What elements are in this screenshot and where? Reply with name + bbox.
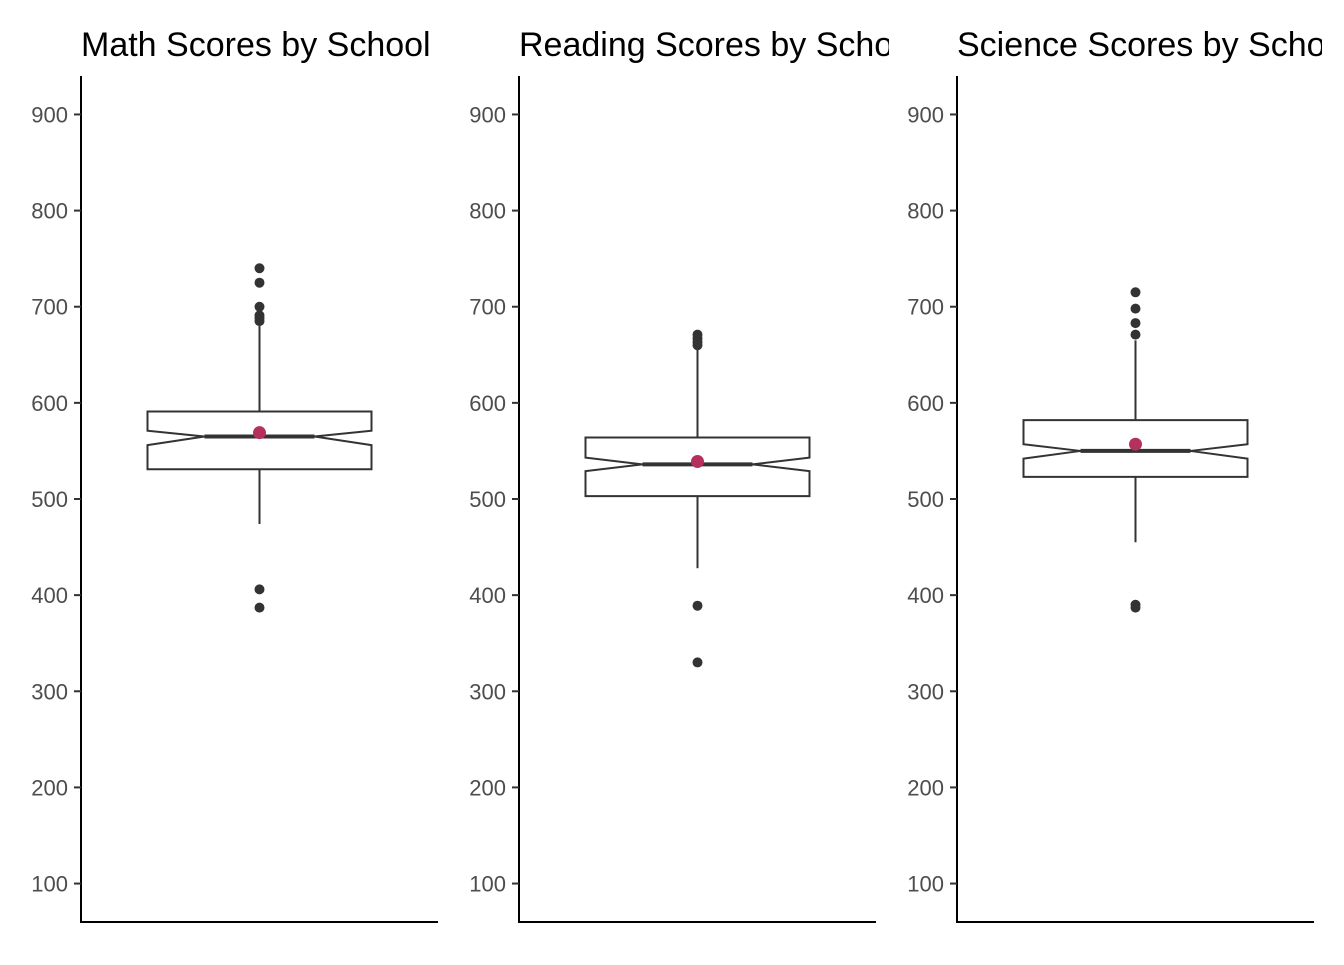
y-tick-label: 400	[907, 583, 944, 608]
y-tick-label: 300	[31, 679, 68, 704]
y-tick-label: 100	[469, 872, 506, 897]
y-tick-label: 200	[31, 775, 68, 800]
outlier-point	[254, 602, 265, 613]
outlier-point	[254, 263, 265, 274]
y-tick-label: 700	[31, 295, 68, 320]
outlier-point	[254, 277, 265, 288]
y-tick-label: 700	[907, 295, 944, 320]
y-tick-label: 100	[31, 872, 68, 897]
y-tick-label: 300	[469, 679, 506, 704]
mean-point	[1129, 437, 1142, 451]
y-tick-label: 600	[907, 391, 944, 416]
outlier-point	[692, 657, 703, 668]
mean-point	[691, 455, 704, 469]
y-tick-label: 400	[31, 583, 68, 608]
y-tick-label: 600	[469, 391, 506, 416]
y-tick-label: 800	[907, 199, 944, 224]
y-tick-label: 900	[907, 102, 944, 127]
y-tick-label: 900	[469, 102, 506, 127]
y-tick-label: 100	[907, 872, 944, 897]
y-tick-label: 300	[907, 679, 944, 704]
y-tick-label: 400	[469, 583, 506, 608]
y-tick-label: 500	[31, 487, 68, 512]
outlier-point	[1130, 318, 1141, 329]
outlier-point	[1130, 329, 1141, 340]
chart-panel-2: Reading Scores by School 100 200 300 400 500 6…	[469, 26, 920, 923]
outlier-point	[692, 340, 703, 351]
outlier-point	[254, 316, 265, 327]
y-tick-label: 200	[907, 775, 944, 800]
y-tick-label: 900	[31, 102, 68, 127]
outlier-point	[1130, 602, 1141, 613]
y-tick-label: 500	[907, 487, 944, 512]
outlier-point	[1130, 287, 1141, 298]
panel-title: Science Scores by School	[957, 26, 1344, 64]
y-tick-label: 800	[31, 199, 68, 224]
panel-title: Math Scores by School	[81, 26, 431, 64]
chart-panel-1: Math Scores by School 100 200 300 400 500 600 7…	[31, 26, 438, 923]
y-tick-label: 700	[469, 295, 506, 320]
outlier-point	[254, 301, 265, 312]
notched-box	[146, 410, 373, 471]
panel-title: Reading Scores by School	[519, 26, 920, 64]
outlier-point	[254, 584, 265, 595]
outlier-point	[692, 600, 703, 611]
y-tick-label: 500	[469, 487, 506, 512]
y-tick-label: 600	[31, 391, 68, 416]
y-tick-label: 200	[469, 775, 506, 800]
y-tick-label: 800	[469, 199, 506, 224]
mean-point	[253, 426, 266, 440]
outlier-point	[1130, 303, 1141, 314]
chart-panel-3: Science Scores by School 100 200 300 400 500 6…	[907, 26, 1344, 923]
